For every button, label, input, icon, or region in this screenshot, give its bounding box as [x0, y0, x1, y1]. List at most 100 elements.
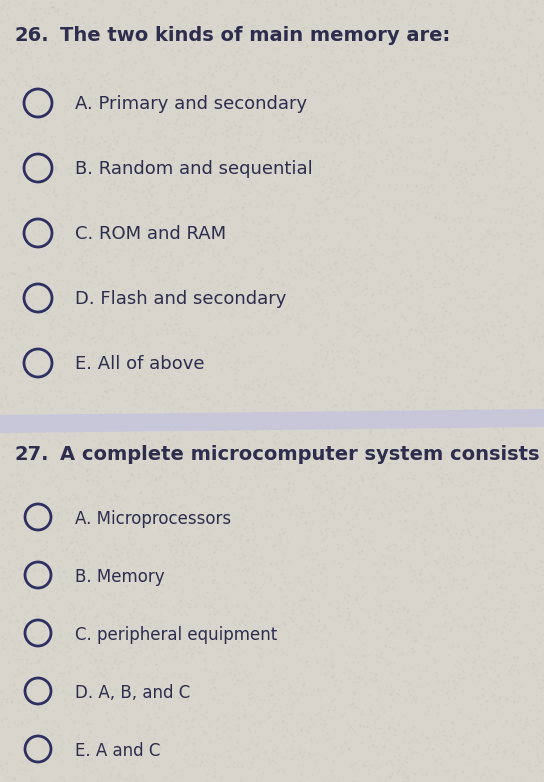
- Point: [527, 765, 535, 777]
- Point: [260, 319, 269, 332]
- Point: [98, 654, 107, 666]
- Point: [58, 565, 67, 578]
- Point: [511, 346, 520, 358]
- Point: [419, 260, 428, 272]
- Point: [298, 413, 307, 425]
- Point: [90, 418, 98, 431]
- Point: [67, 712, 76, 725]
- Point: [281, 12, 289, 24]
- Point: [193, 328, 201, 341]
- Point: [411, 404, 419, 417]
- Point: [19, 546, 28, 558]
- Point: [209, 577, 218, 590]
- Point: [225, 626, 233, 638]
- Point: [307, 22, 316, 34]
- Point: [406, 302, 415, 314]
- Point: [146, 517, 154, 529]
- Point: [288, 752, 296, 765]
- Point: [334, 79, 343, 91]
- Point: [108, 414, 117, 426]
- Point: [140, 579, 149, 592]
- Point: [310, 112, 318, 124]
- Point: [407, 106, 416, 118]
- Point: [158, 21, 167, 34]
- Point: [79, 135, 88, 148]
- Point: [494, 38, 503, 51]
- Point: [237, 513, 246, 526]
- Point: [442, 765, 451, 777]
- Point: [381, 440, 390, 453]
- Point: [224, 479, 232, 491]
- Point: [537, 554, 544, 567]
- Point: [47, 346, 56, 358]
- Point: [435, 757, 444, 769]
- Point: [36, 504, 45, 516]
- Point: [64, 493, 73, 505]
- Point: [479, 245, 487, 257]
- Point: [79, 124, 88, 136]
- Point: [391, 749, 399, 762]
- Point: [465, 420, 474, 432]
- Point: [345, 299, 354, 311]
- Point: [313, 425, 322, 438]
- Point: [515, 229, 523, 242]
- Point: [314, 168, 323, 181]
- Point: [130, 151, 139, 163]
- Point: [68, 536, 77, 548]
- Point: [0, 100, 7, 113]
- Point: [363, 741, 372, 753]
- Point: [369, 258, 378, 271]
- Point: [394, 515, 403, 527]
- Point: [468, 256, 477, 269]
- Point: [466, 450, 474, 463]
- Point: [231, 699, 240, 712]
- Point: [365, 610, 374, 622]
- Point: [200, 292, 208, 304]
- Point: [422, 744, 430, 757]
- Point: [98, 70, 107, 82]
- Point: [317, 486, 325, 498]
- Point: [212, 665, 220, 678]
- Point: [267, 450, 276, 463]
- Point: [379, 467, 388, 479]
- Point: [431, 666, 440, 679]
- Point: [187, 672, 195, 684]
- Point: [14, 280, 23, 292]
- Point: [417, 119, 426, 131]
- Point: [79, 257, 88, 270]
- Point: [64, 665, 72, 678]
- Point: [172, 509, 181, 522]
- Point: [88, 170, 96, 183]
- Point: [314, 497, 323, 509]
- Point: [433, 468, 442, 481]
- Point: [183, 623, 191, 636]
- Point: [0, 537, 7, 550]
- Point: [491, 492, 499, 504]
- Point: [45, 739, 53, 752]
- Point: [474, 675, 483, 687]
- Point: [300, 179, 309, 192]
- Point: [65, 457, 74, 470]
- Point: [457, 212, 466, 224]
- Point: [79, 452, 88, 465]
- Point: [29, 393, 38, 406]
- Point: [399, 709, 408, 722]
- Point: [229, 708, 238, 721]
- Point: [350, 353, 358, 365]
- Point: [278, 615, 287, 628]
- Point: [387, 276, 396, 289]
- Point: [146, 412, 154, 425]
- Point: [42, 307, 51, 320]
- Point: [431, 230, 440, 242]
- Point: [526, 443, 534, 455]
- Point: [510, 546, 518, 558]
- Point: [225, 432, 234, 445]
- Point: [241, 562, 250, 575]
- Point: [165, 580, 174, 593]
- Point: [443, 598, 452, 611]
- Point: [304, 388, 313, 400]
- Point: [381, 394, 390, 407]
- Point: [371, 246, 380, 258]
- Point: [8, 516, 16, 529]
- Point: [238, 491, 246, 504]
